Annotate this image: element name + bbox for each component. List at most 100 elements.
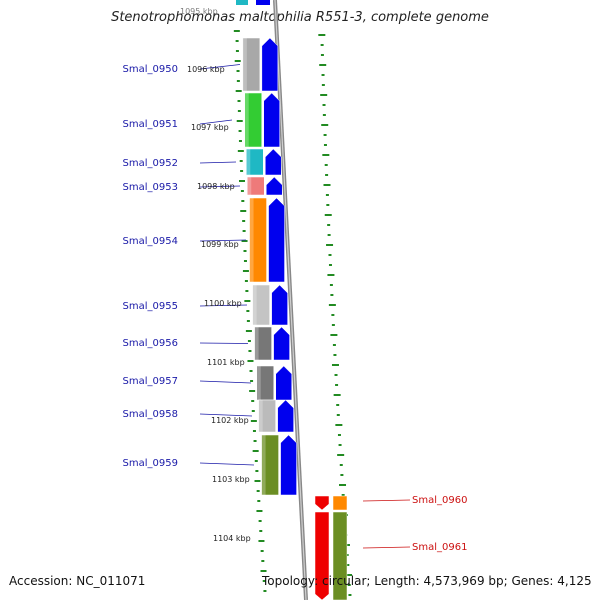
scale-label: 1100 kbp	[204, 299, 242, 308]
tick-mark	[244, 300, 251, 302]
gene-block-shade	[252, 285, 257, 325]
tick-mark	[243, 260, 247, 262]
gene-label[interactable]: Smal_0961	[412, 542, 467, 553]
scale-label: 1099 kbp	[201, 240, 239, 249]
forward-gene-arrow[interactable]	[277, 399, 294, 433]
accession-label: Accession: NC_011071	[9, 574, 146, 588]
tick-mark	[322, 104, 326, 106]
forward-gene-arrow[interactable]	[271, 284, 288, 326]
forward-gene-arrow[interactable]	[280, 434, 297, 496]
label-leader-line	[199, 413, 253, 417]
tick-mark	[328, 264, 332, 266]
gene-label[interactable]: Smal_0955	[123, 301, 178, 312]
tick-mark	[245, 330, 252, 332]
tick-mark	[240, 190, 244, 192]
label-leader-line	[362, 499, 411, 502]
gene-block-shade	[256, 366, 261, 400]
forward-gene-arrow[interactable]	[263, 92, 280, 148]
tick-mark	[345, 574, 353, 576]
forward-gene-arrow-partial	[256, 0, 270, 5]
tick-mark	[238, 140, 242, 142]
tick-mark	[332, 344, 336, 346]
tick-mark	[347, 584, 351, 586]
map-title: Stenotrophomonas maltophilia R551-3, com…	[111, 10, 489, 25]
forward-gene-arrow[interactable]	[275, 365, 292, 401]
scale-label: 1103 kbp	[212, 475, 250, 484]
tick-mark	[240, 170, 244, 172]
gene-block-shade	[246, 149, 251, 175]
label-leader-line	[199, 64, 241, 70]
gene-block	[246, 148, 264, 176]
gene-label[interactable]: Smal_0950	[123, 64, 178, 75]
tick-mark	[324, 164, 328, 166]
scale-label: 1097 kbp	[191, 123, 229, 132]
tick-mark	[236, 80, 240, 82]
forward-gene-arrow[interactable]	[265, 176, 283, 196]
tick-mark	[237, 150, 244, 152]
tick-mark	[256, 490, 260, 492]
tick-mark	[236, 70, 240, 72]
tick-mark	[259, 530, 263, 532]
tick-mark	[237, 100, 241, 102]
label-leader-line	[199, 380, 252, 384]
tick-mark	[256, 510, 263, 512]
tick-mark	[329, 284, 333, 286]
forward-gene-arrow[interactable]	[268, 197, 285, 283]
tick-mark	[246, 320, 250, 322]
tick-mark	[242, 220, 246, 222]
forward-gene-arrow[interactable]	[273, 326, 290, 361]
tick-mark	[254, 460, 258, 462]
tick-mark	[323, 184, 331, 186]
tick-mark	[325, 194, 329, 196]
tick-mark	[235, 50, 239, 52]
gene-block	[246, 176, 265, 196]
tick-mark	[254, 480, 261, 482]
tick-mark	[252, 450, 259, 452]
tick-mark	[338, 444, 342, 446]
tick-mark	[331, 324, 335, 326]
tick-mark	[238, 130, 242, 132]
gene-label[interactable]: Smal_0953	[123, 182, 178, 193]
tick-mark	[337, 454, 345, 456]
gene-label[interactable]: Smal_0957	[123, 376, 178, 387]
tick-mark	[251, 410, 255, 412]
gene-block	[332, 495, 348, 511]
tick-mark	[318, 34, 326, 36]
tick-mark	[335, 384, 339, 386]
tick-mark	[238, 180, 245, 182]
tick-mark	[249, 390, 256, 392]
forward-gene-arrow[interactable]	[261, 37, 279, 92]
label-leader-line	[362, 546, 411, 549]
tick-mark	[323, 144, 327, 146]
tick-mark	[247, 360, 254, 362]
gene-label[interactable]: Smal_0960	[412, 495, 467, 506]
tick-mark	[333, 354, 337, 356]
tick-track	[233, 30, 353, 596]
gene-label[interactable]: Smal_0956	[123, 338, 178, 349]
gene-label[interactable]: Smal_0959	[123, 458, 178, 469]
gene-label[interactable]: Smal_0951	[123, 119, 178, 130]
tick-mark	[335, 424, 343, 426]
gene-label[interactable]: Smal_0952	[123, 158, 178, 169]
reverse-gene-arrow[interactable]	[314, 511, 330, 600]
tick-mark	[258, 540, 265, 542]
scale-label: 1095 kbp	[180, 7, 218, 16]
gene-label[interactable]: Smal_0954	[123, 236, 178, 247]
label-leader-line	[199, 304, 248, 307]
scale-label: 1101 kbp	[207, 358, 245, 367]
reverse-gene-arrow[interactable]	[314, 495, 330, 511]
tick-mark	[341, 494, 345, 496]
gene-label[interactable]: Smal_0958	[123, 409, 178, 420]
tick-mark	[320, 94, 328, 96]
tick-mark	[339, 484, 347, 486]
forward-gene-arrow[interactable]	[265, 148, 282, 176]
tick-mark	[251, 400, 255, 402]
tick-mark	[323, 134, 327, 136]
tick-mark	[348, 594, 352, 596]
gene-block-shade	[258, 400, 263, 432]
tick-mark	[247, 340, 251, 342]
tick-mark	[261, 560, 265, 562]
tick-mark	[337, 434, 341, 436]
tick-mark	[324, 214, 332, 216]
tick-mark	[253, 440, 257, 442]
